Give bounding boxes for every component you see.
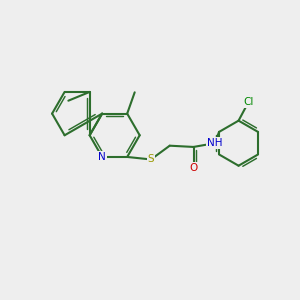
Text: Cl: Cl: [243, 97, 254, 107]
Text: NH: NH: [207, 138, 223, 148]
Text: N: N: [98, 152, 106, 162]
Text: O: O: [189, 163, 198, 173]
Text: S: S: [148, 154, 154, 164]
